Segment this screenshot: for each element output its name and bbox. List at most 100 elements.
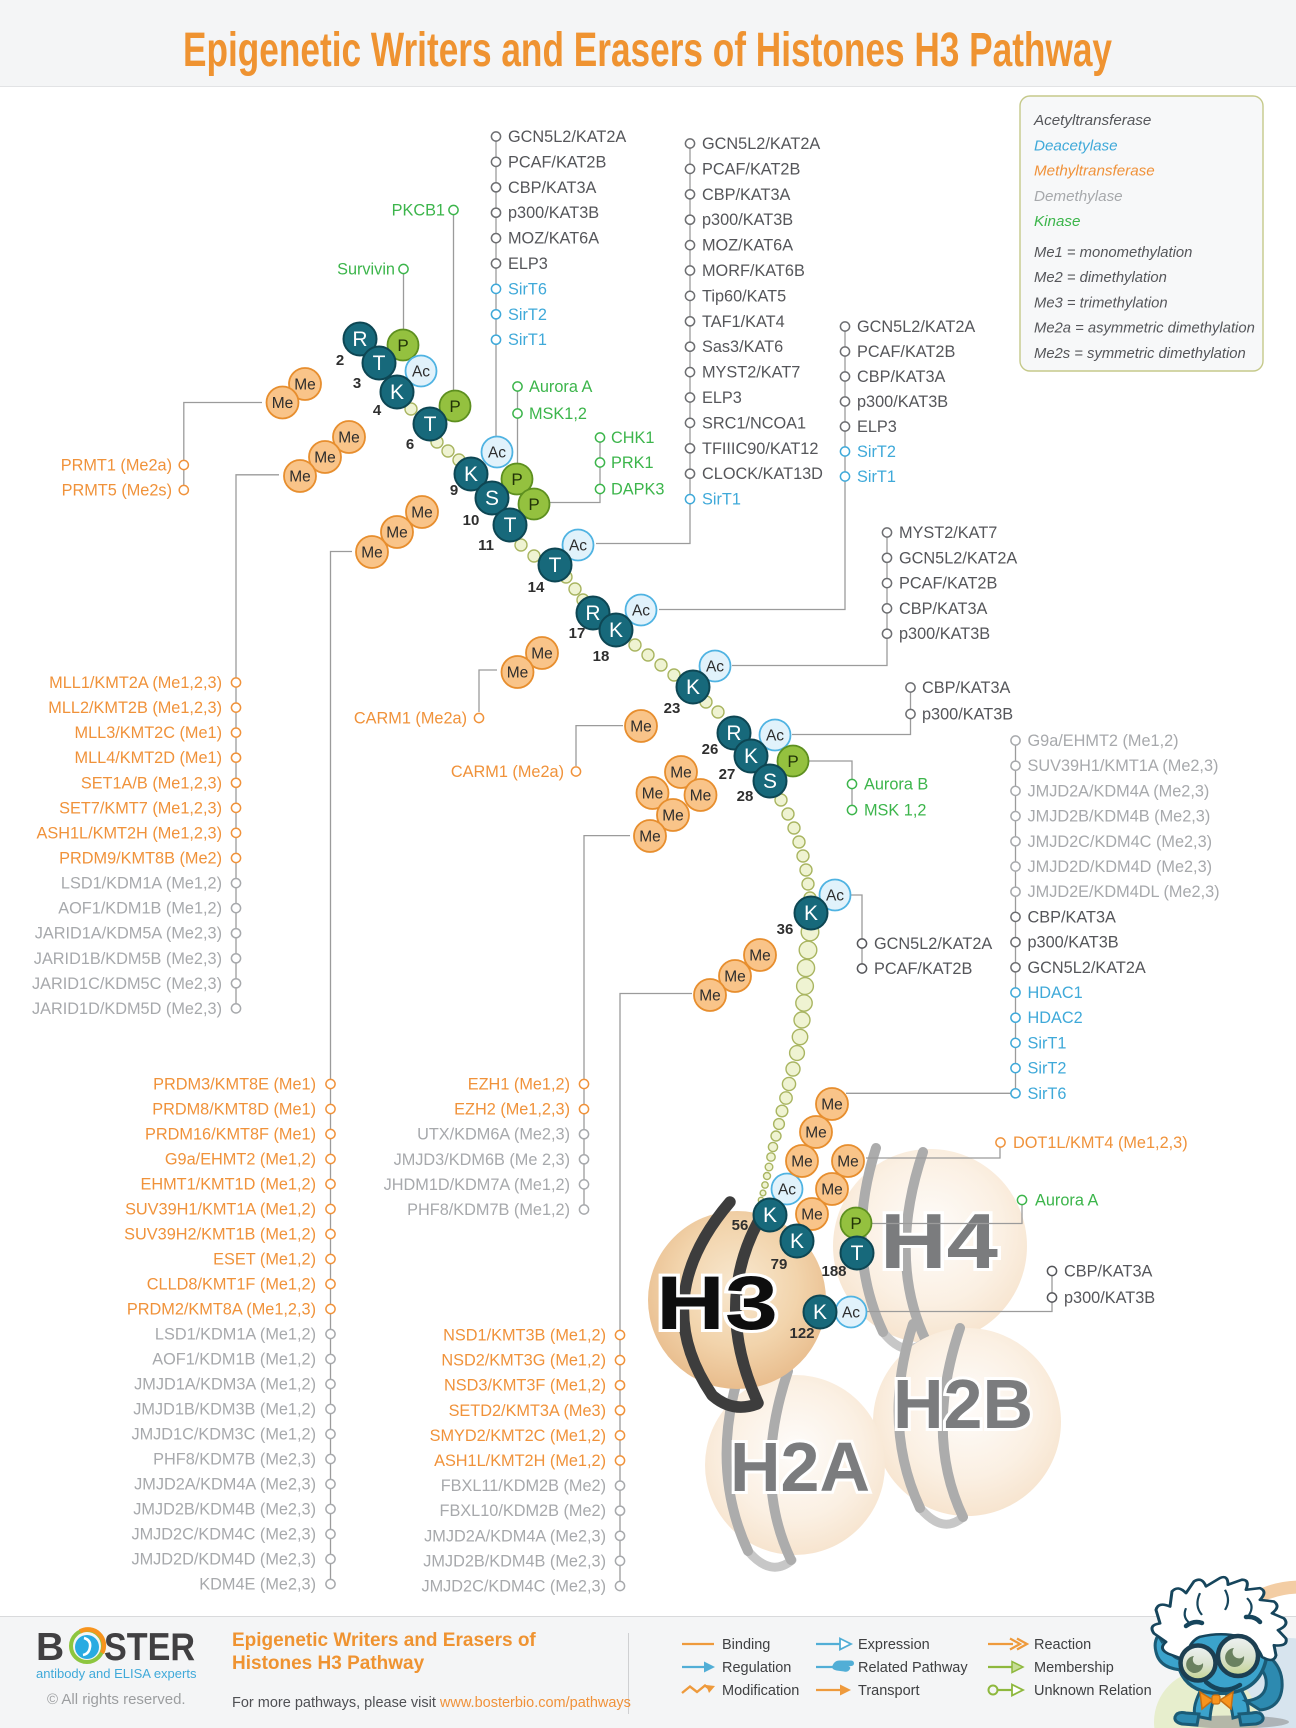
svg-text:Me: Me	[821, 1097, 843, 1114]
svg-text:G9a/EHMT2 (Me1,2): G9a/EHMT2 (Me1,2)	[165, 1151, 316, 1169]
svg-text:Methyltransferase: Methyltransferase	[1034, 163, 1155, 180]
svg-text:SETD2/KMT3A (Me3): SETD2/KMT3A (Me3)	[449, 1402, 606, 1420]
svg-text:TAF1/KAT4: TAF1/KAT4	[702, 313, 785, 331]
svg-text:SirT2: SirT2	[508, 306, 547, 324]
svg-text:CBP/KAT3A: CBP/KAT3A	[899, 600, 988, 618]
svg-text:T: T	[549, 554, 562, 577]
svg-text:Me1 = monomethylation: Me1 = monomethylation	[1034, 245, 1192, 261]
svg-text:Me: Me	[361, 545, 383, 562]
svg-text:JMJD1A/KDM3A (Me1,2): JMJD1A/KDM3A (Me1,2)	[134, 1376, 316, 1394]
svg-text:p300/KAT3B: p300/KAT3B	[922, 706, 1013, 724]
svg-text:SirT6: SirT6	[1028, 1085, 1067, 1103]
svg-text:P: P	[511, 470, 522, 489]
svg-text:Aurora A: Aurora A	[1035, 1192, 1098, 1210]
svg-text:K: K	[744, 745, 758, 768]
svg-text:GCN5L2/KAT2A: GCN5L2/KAT2A	[508, 128, 626, 146]
svg-text:DAPK3: DAPK3	[611, 481, 664, 499]
svg-text:DOT1L/KMT4 (Me1,2,3): DOT1L/KMT4 (Me1,2,3)	[1013, 1134, 1188, 1152]
svg-text:CLOCK/KAT13D: CLOCK/KAT13D	[702, 465, 823, 483]
svg-text:6: 6	[406, 436, 414, 453]
svg-text:3: 3	[353, 375, 361, 392]
svg-text:MSK 1,2: MSK 1,2	[864, 802, 926, 820]
svg-text:GCN5L2/KAT2A: GCN5L2/KAT2A	[702, 135, 820, 153]
svg-text:PCAF/KAT2B: PCAF/KAT2B	[874, 960, 972, 978]
svg-text:Me: Me	[639, 829, 661, 846]
svg-text:JMJD2C/KDM4C (Me2,3): JMJD2C/KDM4C (Me2,3)	[131, 1526, 316, 1544]
svg-text:KDM4E (Me2,3): KDM4E (Me2,3)	[199, 1576, 316, 1594]
svg-text:PRK1: PRK1	[611, 454, 654, 472]
svg-text:PCAF/KAT2B: PCAF/KAT2B	[702, 160, 800, 178]
svg-text:p300/KAT3B: p300/KAT3B	[899, 625, 990, 643]
svg-text:K: K	[790, 1230, 804, 1253]
svg-text:Related Pathway: Related Pathway	[858, 1660, 968, 1676]
svg-text:G9a/EHMT2 (Me1,2): G9a/EHMT2 (Me1,2)	[1028, 732, 1179, 750]
svg-text:NSD3/KMT3F (Me1,2): NSD3/KMT3F (Me1,2)	[444, 1377, 606, 1395]
svg-text:Me: Me	[699, 988, 721, 1005]
svg-text:Unknown Relation: Unknown Relation	[1034, 1683, 1152, 1699]
svg-text:Modification: Modification	[722, 1683, 799, 1699]
svg-text:Me: Me	[338, 430, 360, 447]
svg-text:CBP/KAT3A: CBP/KAT3A	[508, 179, 597, 197]
svg-text:SUV39H1/KMT1A (Me1,2): SUV39H1/KMT1A (Me1,2)	[125, 1201, 316, 1219]
svg-text:Sas3/KAT6: Sas3/KAT6	[702, 338, 783, 356]
svg-text:CHK1: CHK1	[611, 429, 654, 447]
svg-text:EHMT1/KMT1D (Me1,2): EHMT1/KMT1D (Me1,2)	[140, 1176, 316, 1194]
svg-text:9: 9	[450, 482, 458, 499]
svg-text:Me: Me	[294, 377, 316, 394]
svg-text:SirT6: SirT6	[508, 280, 547, 298]
svg-text:K: K	[813, 1301, 827, 1324]
svg-text:17: 17	[569, 625, 586, 642]
svg-text:SirT2: SirT2	[1028, 1060, 1067, 1078]
svg-text:AOF1/KDM1B (Me1,2): AOF1/KDM1B (Me1,2)	[152, 1351, 316, 1369]
svg-text:PRDM9/KMT8B (Me2): PRDM9/KMT8B (Me2)	[59, 850, 222, 868]
svg-text:Epigenetic Writers and Erasers: Epigenetic Writers and Erasers of Histon…	[183, 24, 1112, 77]
svg-text:Me: Me	[821, 1182, 843, 1199]
svg-text:p300/KAT3B: p300/KAT3B	[1064, 1289, 1155, 1307]
svg-text:Demethylase: Demethylase	[1034, 188, 1123, 205]
svg-text:JMJD2B/KDM4B (Me2,3): JMJD2B/KDM4B (Me2,3)	[133, 1501, 316, 1519]
svg-text:JMJD2E/KDM4DL (Me2,3): JMJD2E/KDM4DL (Me2,3)	[1028, 883, 1220, 901]
svg-text:JHDM1D/KDM7A (Me1,2): JHDM1D/KDM7A (Me1,2)	[384, 1176, 570, 1194]
svg-text:SMYD2/KMT2C (Me1,2): SMYD2/KMT2C (Me1,2)	[430, 1427, 606, 1445]
svg-text:Ac: Ac	[412, 364, 430, 381]
svg-text:For more pathways, please visi: For more pathways, please visit www.bost…	[232, 1695, 631, 1711]
svg-text:Ac: Ac	[632, 603, 650, 620]
svg-text:ASH1L/KMT2H (Me1,2,3): ASH1L/KMT2H (Me1,2,3)	[37, 824, 223, 842]
svg-text:R: R	[352, 328, 367, 351]
svg-text:ELP3: ELP3	[702, 389, 742, 407]
svg-text:T: T	[373, 352, 386, 375]
svg-text:P: P	[787, 752, 798, 771]
svg-text:27: 27	[719, 766, 736, 783]
svg-text:GCN5L2/KAT2A: GCN5L2/KAT2A	[899, 549, 1017, 567]
svg-text:Me: Me	[386, 525, 408, 542]
svg-text:GCN5L2/KAT2A: GCN5L2/KAT2A	[1028, 959, 1146, 977]
svg-text:GCN5L2/KAT2A: GCN5L2/KAT2A	[874, 935, 992, 953]
svg-text:Me: Me	[630, 719, 652, 736]
svg-text:JMJD2B/KDM4B (Me2,3): JMJD2B/KDM4B (Me2,3)	[423, 1552, 606, 1570]
svg-text:JMJD2D/KDM4D (Me2,3): JMJD2D/KDM4D (Me2,3)	[1028, 858, 1213, 876]
svg-text:Tip60/KAT5: Tip60/KAT5	[702, 287, 786, 305]
svg-text:JMJD2A/KDM4A (Me2,3): JMJD2A/KDM4A (Me2,3)	[1028, 782, 1210, 800]
svg-text:LSD1/KDM1A (Me1,2): LSD1/KDM1A (Me1,2)	[155, 1326, 316, 1344]
svg-text:2: 2	[336, 352, 344, 369]
svg-text:Me: Me	[314, 450, 336, 467]
svg-text:Me: Me	[507, 665, 529, 682]
svg-text:10: 10	[463, 512, 480, 529]
svg-text:P: P	[449, 397, 460, 416]
svg-text:K: K	[464, 463, 478, 486]
svg-text:JMJD2A/KDM4A (Me2,3): JMJD2A/KDM4A (Me2,3)	[134, 1476, 316, 1494]
svg-text:JMJD2D/KDM4D (Me2,3): JMJD2D/KDM4D (Me2,3)	[131, 1551, 316, 1569]
svg-text:K: K	[609, 619, 623, 642]
svg-text:K: K	[390, 381, 404, 404]
svg-text:JMJD2C/KDM4C (Me2,3): JMJD2C/KDM4C (Me2,3)	[1028, 833, 1213, 851]
svg-text:p300/KAT3B: p300/KAT3B	[857, 393, 948, 411]
svg-text:HDAC2: HDAC2	[1028, 1009, 1083, 1027]
svg-text:JMJD2A/KDM4A (Me2,3): JMJD2A/KDM4A (Me2,3)	[424, 1527, 606, 1545]
svg-text:ASH1L/KMT2H (Me1,2): ASH1L/KMT2H (Me1,2)	[434, 1452, 606, 1470]
svg-text:MSK1,2: MSK1,2	[529, 405, 587, 423]
svg-text:PCAF/KAT2B: PCAF/KAT2B	[508, 153, 606, 171]
svg-text:TFIIIC90/KAT12: TFIIIC90/KAT12	[702, 440, 818, 458]
svg-text:Ac: Ac	[826, 888, 844, 905]
svg-text:PRMT5 (Me2s): PRMT5 (Me2s)	[62, 482, 172, 500]
svg-text:Membership: Membership	[1034, 1660, 1114, 1676]
